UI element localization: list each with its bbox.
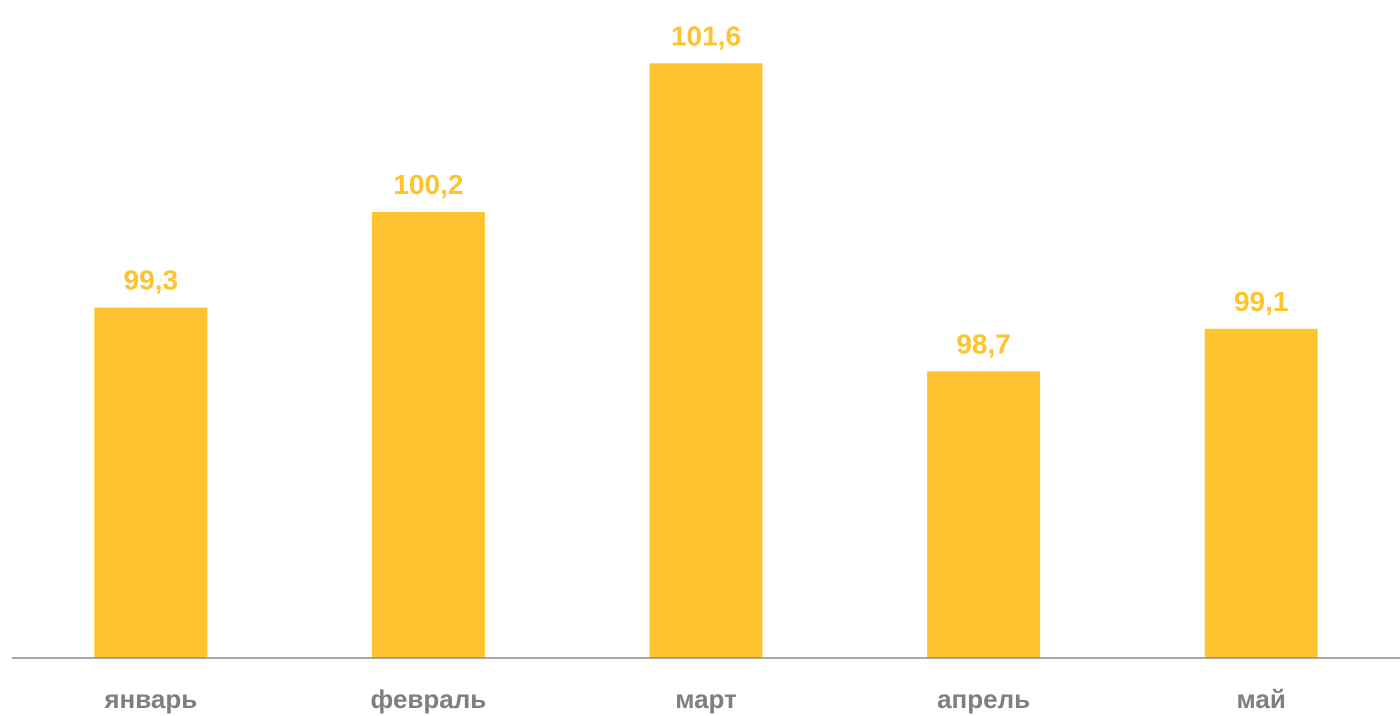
category-label-1: январь (103, 684, 197, 714)
value-label-3: 101,6 (671, 20, 741, 51)
value-labels-layer: 99,3 100,2 101,6 98,7 99,1 (124, 20, 1289, 359)
value-label-5: 99,1 (1234, 286, 1289, 317)
bar-4 (927, 371, 1041, 658)
category-label-5: май (1237, 684, 1286, 714)
value-label-2: 100,2 (393, 169, 463, 200)
category-label-3: март (675, 684, 737, 714)
category-label-2: февраль (371, 684, 487, 714)
bar-5 (1204, 328, 1318, 658)
value-label-1: 99,3 (124, 265, 179, 296)
bar-3 (649, 63, 763, 659)
bar-1 (94, 307, 208, 658)
category-label-4: апрель (937, 684, 1030, 714)
bars-layer (94, 63, 1318, 659)
category-labels-layer: январь февраль март апрель май (103, 684, 1285, 714)
value-label-4: 98,7 (956, 328, 1011, 359)
bar-2 (371, 212, 485, 658)
